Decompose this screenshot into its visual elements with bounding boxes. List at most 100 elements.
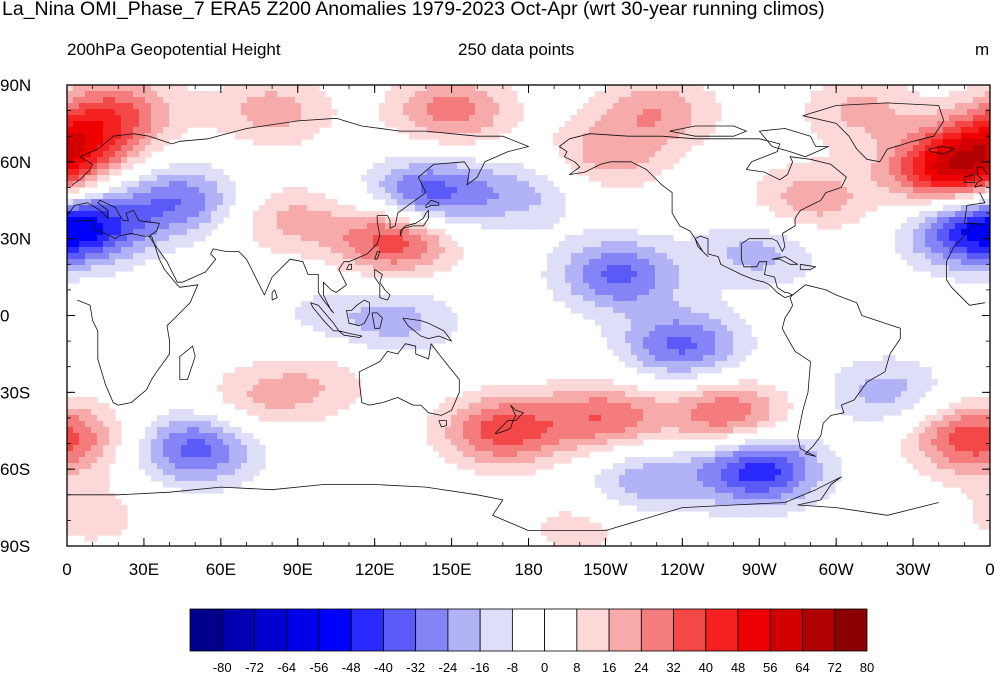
field-cell — [847, 151, 854, 158]
field-cell — [649, 175, 656, 182]
field-cell — [505, 391, 512, 398]
field-cell — [427, 331, 434, 338]
field-cell — [469, 391, 476, 398]
field-cell — [475, 169, 482, 176]
field-cell — [133, 205, 140, 212]
field-cell — [475, 121, 482, 128]
field-cell — [181, 193, 188, 200]
field-cell — [121, 235, 128, 242]
field-cell — [859, 163, 866, 170]
field-cell — [73, 127, 80, 134]
field-cell — [859, 187, 866, 194]
field-cell — [655, 343, 662, 350]
field-cell — [871, 409, 878, 416]
field-cell — [427, 337, 434, 344]
field-cell — [901, 391, 908, 398]
field-cell — [313, 85, 320, 92]
field-cell — [625, 121, 632, 128]
field-cell — [121, 157, 128, 164]
field-cell — [667, 271, 674, 278]
field-cell — [415, 157, 422, 164]
field-cell — [409, 181, 416, 188]
field-cell — [841, 409, 848, 416]
field-cell — [565, 271, 572, 278]
field-cell — [487, 199, 494, 206]
field-cell — [421, 241, 428, 248]
field-cell — [541, 427, 548, 434]
field-cell — [895, 91, 902, 98]
field-cell — [601, 145, 608, 152]
field-cell — [979, 145, 986, 152]
field-cell — [571, 445, 578, 452]
field-cell — [445, 193, 452, 200]
field-cell — [475, 409, 482, 416]
field-cell — [697, 139, 704, 146]
field-cell — [751, 271, 758, 278]
field-cell — [391, 337, 398, 344]
field-cell — [451, 241, 458, 248]
field-cell — [109, 433, 116, 440]
field-cell — [619, 319, 626, 326]
field-cell — [571, 259, 578, 266]
field-cell — [829, 157, 836, 164]
field-cell — [619, 403, 626, 410]
field-cell — [775, 205, 782, 212]
field-cell — [571, 403, 578, 410]
field-cell — [331, 259, 338, 266]
field-cell — [925, 211, 932, 218]
field-cell — [559, 193, 566, 200]
field-cell — [727, 277, 734, 284]
field-cell — [667, 277, 674, 284]
field-cell — [865, 85, 872, 92]
field-cell — [469, 193, 476, 200]
field-cell — [691, 415, 698, 422]
field-cell — [661, 349, 668, 356]
field-cell — [163, 445, 170, 452]
field-cell — [613, 433, 620, 440]
field-cell — [985, 181, 990, 188]
field-cell — [499, 409, 506, 416]
field-cell — [811, 169, 818, 176]
field-cell — [169, 217, 176, 224]
field-cell — [451, 397, 458, 404]
field-cell — [613, 91, 620, 98]
field-cell — [583, 421, 590, 428]
field-cell — [103, 109, 110, 116]
field-cell — [283, 211, 290, 218]
field-cell — [325, 319, 332, 326]
field-cell — [883, 175, 890, 182]
field-cell — [859, 127, 866, 134]
field-cell — [355, 385, 362, 392]
field-cell — [499, 103, 506, 110]
field-cell — [133, 199, 140, 206]
field-cell — [379, 325, 386, 332]
field-cell — [103, 433, 110, 440]
field-cell — [391, 163, 398, 170]
field-cell — [625, 355, 632, 362]
field-cell — [763, 439, 770, 446]
field-cell — [409, 331, 416, 338]
field-cell — [277, 367, 284, 374]
field-cell — [595, 247, 602, 254]
field-cell — [703, 421, 710, 428]
field-cell — [397, 307, 404, 314]
field-cell — [787, 253, 794, 260]
field-cell — [259, 85, 266, 92]
field-cell — [181, 121, 188, 128]
field-cell — [337, 217, 344, 224]
field-cell — [781, 439, 788, 446]
field-cell — [529, 169, 536, 176]
field-cell — [937, 259, 944, 266]
field-cell — [565, 133, 572, 140]
field-cell — [907, 169, 914, 176]
field-cell — [385, 115, 392, 122]
field-cell — [763, 445, 770, 452]
field-cell — [307, 379, 314, 386]
field-cell — [697, 385, 704, 392]
field-cell — [493, 175, 500, 182]
field-cell — [547, 409, 554, 416]
field-cell — [247, 397, 254, 404]
field-cell — [85, 445, 92, 452]
field-cell — [163, 97, 170, 104]
field-cell — [631, 235, 638, 242]
